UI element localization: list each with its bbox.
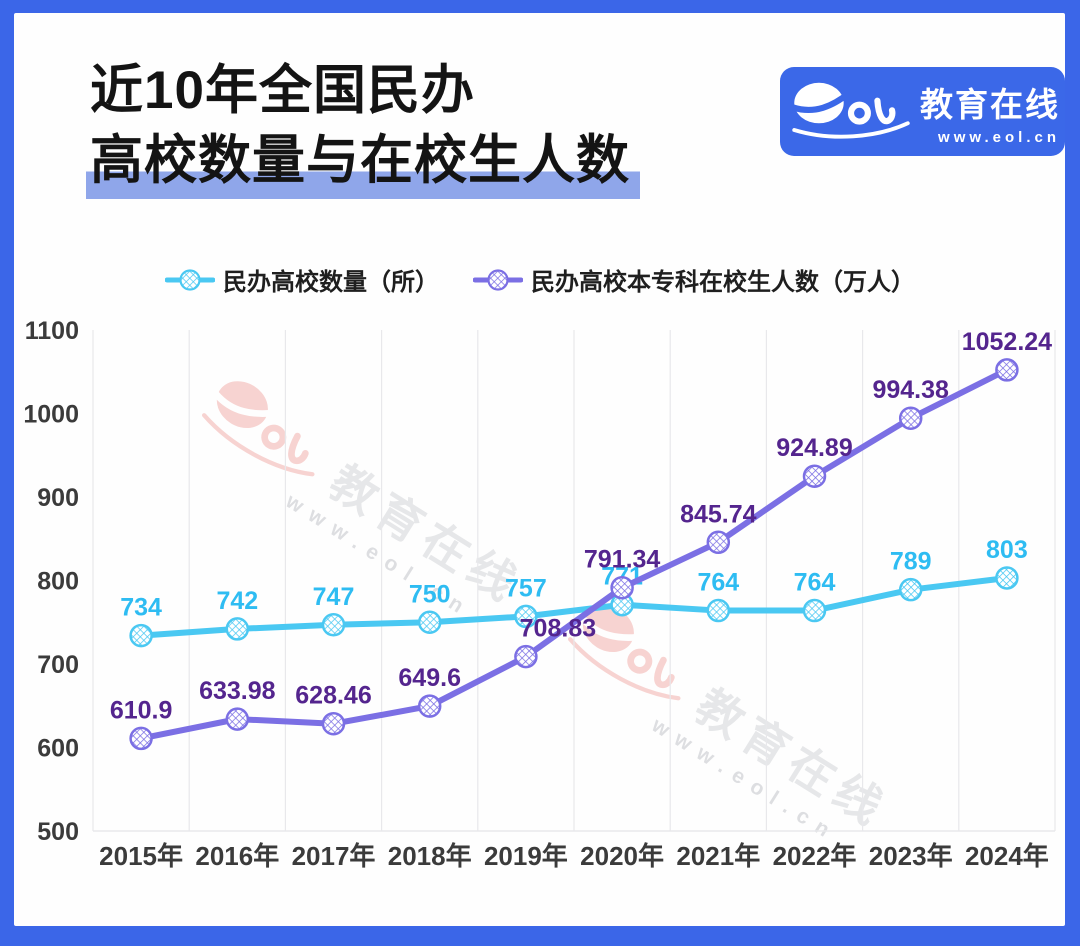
chart-legend: 民办高校数量（所） 民办高校本专科在校生人数（万人） — [0, 262, 1080, 297]
page-title: 近10年全国民办 高校数量与在校生人数 — [86, 56, 640, 199]
brand-logo: 教育在线 www.eol.cn — [780, 67, 1065, 156]
svg-text:2016年: 2016年 — [195, 841, 279, 871]
title-line-1: 近10年全国民办 — [90, 61, 475, 120]
svg-text:708.83: 708.83 — [520, 615, 596, 643]
title-line-2: 高校数量与在校生人数 — [86, 126, 640, 199]
svg-text:734: 734 — [120, 594, 162, 622]
svg-text:1000: 1000 — [23, 401, 79, 429]
svg-text:845.74: 845.74 — [680, 500, 757, 528]
svg-text:764: 764 — [697, 569, 739, 597]
svg-text:2024年: 2024年 — [965, 841, 1049, 871]
svg-text:2023年: 2023年 — [869, 841, 953, 871]
svg-text:2022年: 2022年 — [773, 841, 857, 871]
svg-text:764: 764 — [794, 569, 836, 597]
svg-text:924.89: 924.89 — [776, 434, 852, 462]
legend-label: 民办高校本专科在校生人数（万人） — [531, 269, 915, 296]
svg-text:803: 803 — [986, 536, 1028, 564]
brand-url: www.eol.cn — [938, 128, 1060, 146]
chart-canvas: 1100 1000 900 800 700 600 500 2015年 2016年 2017年 20… — [23, 317, 1056, 871]
svg-text:789: 789 — [890, 548, 932, 576]
svg-text:791.34: 791.34 — [584, 546, 661, 574]
svg-text:742: 742 — [216, 587, 258, 615]
legend-label: 民办高校数量（所） — [223, 269, 439, 296]
legend-item-schools: 民办高校数量（所） — [165, 262, 439, 297]
eol-logo-icon — [792, 82, 910, 139]
svg-text:1052.24: 1052.24 — [962, 328, 1052, 356]
svg-text:757: 757 — [505, 574, 547, 602]
svg-text:2020年: 2020年 — [580, 841, 664, 871]
svg-text:994.38: 994.38 — [872, 376, 949, 404]
svg-text:2019年: 2019年 — [484, 841, 568, 871]
svg-text:800: 800 — [37, 568, 79, 596]
svg-text:500: 500 — [37, 818, 79, 846]
svg-text:600: 600 — [37, 735, 79, 763]
svg-text:649.6: 649.6 — [398, 664, 461, 692]
svg-text:750: 750 — [409, 580, 451, 608]
svg-text:747: 747 — [313, 583, 355, 611]
svg-text:2017年: 2017年 — [292, 841, 376, 871]
legend-item-students: 民办高校本专科在校生人数（万人） — [473, 262, 915, 297]
svg-text:610.9: 610.9 — [110, 696, 173, 724]
legend-marker-icon — [165, 268, 215, 291]
line-chart: 1100 1000 900 800 700 600 500 2015年 2016年 2017年 20… — [13, 317, 1067, 898]
svg-text:900: 900 — [37, 484, 79, 512]
svg-text:633.98: 633.98 — [199, 677, 276, 705]
svg-text:628.46: 628.46 — [295, 682, 371, 710]
legend-marker-icon — [473, 268, 523, 291]
svg-text:2018年: 2018年 — [388, 841, 472, 871]
svg-text:700: 700 — [37, 651, 79, 679]
svg-text:2021年: 2021年 — [676, 841, 760, 871]
svg-text:2015年: 2015年 — [99, 841, 183, 871]
brand-name: 教育在线 — [920, 85, 1060, 123]
svg-text:1100: 1100 — [25, 318, 79, 345]
